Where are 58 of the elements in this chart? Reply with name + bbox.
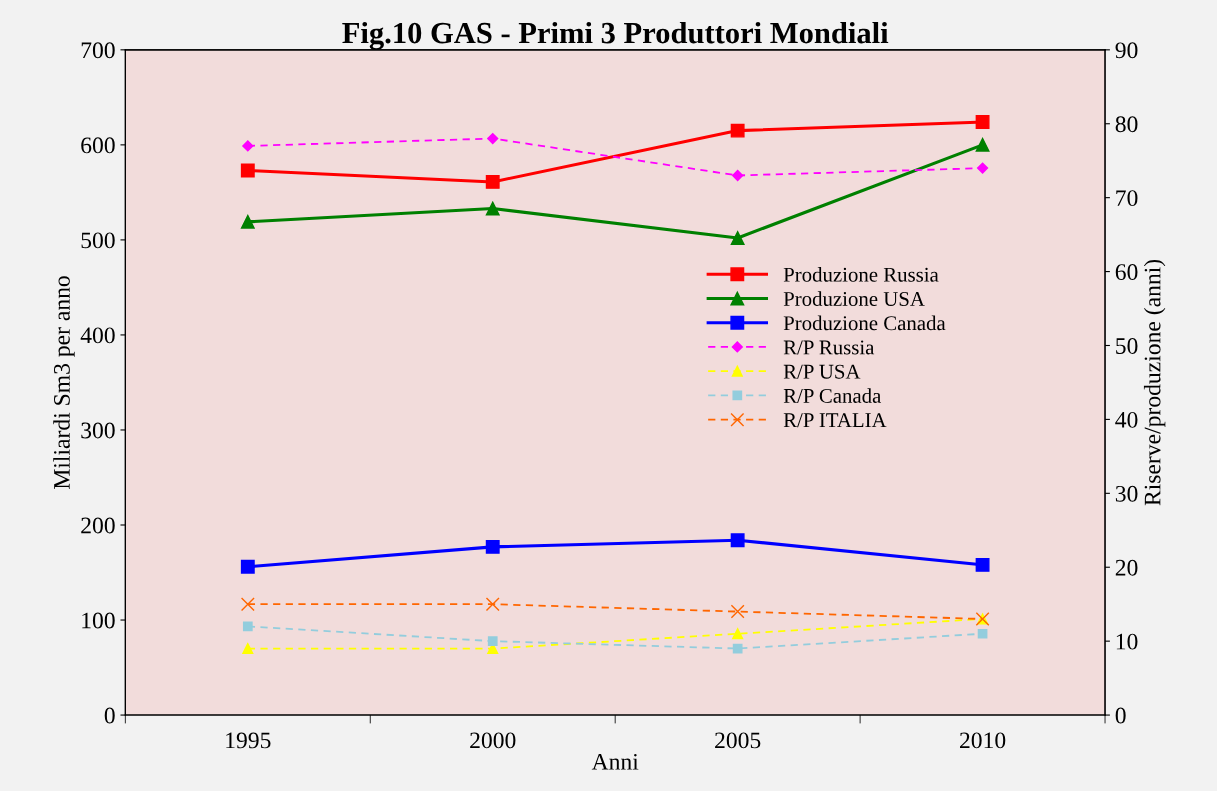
legend-label: R/P Russia — [783, 340, 875, 355]
legend-label: R/P USA — [783, 364, 861, 379]
point — [240, 214, 255, 229]
legend-label: Produzione Canada — [783, 315, 946, 331]
y2-tick-label: 40 — [1115, 411, 1138, 428]
y2-tick-label: 30 — [1115, 485, 1138, 502]
point — [975, 115, 990, 130]
point — [485, 201, 500, 216]
point — [977, 628, 988, 639]
point — [242, 140, 254, 152]
y2-tick-label: 10 — [1116, 633, 1138, 650]
y-tick-label: 300 — [81, 422, 115, 439]
point — [487, 636, 498, 647]
point — [730, 123, 745, 138]
y2-tick-label: 50 — [1116, 337, 1138, 354]
y2-axis-title: Riserve/produzione (anni) — [1143, 259, 1166, 506]
point — [975, 557, 990, 572]
point — [732, 643, 743, 654]
legend-label: Produzione USA — [783, 291, 925, 307]
y2-tick-label: 80 — [1115, 116, 1138, 133]
y2-tick-label: 0 — [1115, 707, 1126, 724]
x-axis-title: Anni — [591, 753, 639, 770]
legend-label: Produzione Russia — [783, 267, 939, 282]
point — [732, 628, 744, 640]
point — [485, 539, 500, 554]
y-axis-title: Miliardi Sm3 per anno — [53, 276, 75, 489]
y2-tick-label: 60 — [1115, 264, 1138, 280]
y-tick-label: 700 — [81, 42, 115, 59]
point — [975, 137, 990, 152]
point — [487, 132, 499, 145]
point — [730, 533, 745, 548]
point — [240, 163, 255, 178]
x-tick-label: 2010 — [960, 732, 1006, 749]
x-tick-label: 1995 — [226, 732, 271, 749]
y-tick-label: 100 — [82, 612, 115, 629]
y-tick-label: 0 — [104, 707, 115, 724]
legend-label: R/P ITALIA — [783, 413, 887, 428]
point — [240, 597, 255, 612]
x-tick-label: 2000 — [470, 732, 516, 749]
y-tick-label: 200 — [81, 517, 115, 534]
point — [976, 162, 989, 174]
y-tick-label: 500 — [81, 232, 115, 249]
legend-label: R/P Canada — [783, 388, 882, 403]
point — [485, 174, 500, 189]
x-tick-label: 2005 — [715, 732, 761, 749]
y-tick-label: 600 — [81, 137, 115, 154]
y2-tick-label: 90 — [1115, 42, 1138, 59]
point — [240, 559, 255, 574]
point — [242, 621, 253, 632]
y-tick-label: 400 — [80, 327, 115, 344]
chart-title: Fig.10 GAS - Primi 3 Produttori Mondiali — [342, 21, 889, 50]
point — [730, 604, 745, 619]
point — [730, 231, 745, 245]
point — [732, 169, 744, 182]
y2-tick-label: 70 — [1116, 190, 1138, 207]
point — [485, 597, 500, 612]
y2-tick-label: 20 — [1115, 559, 1138, 576]
point — [242, 642, 254, 655]
